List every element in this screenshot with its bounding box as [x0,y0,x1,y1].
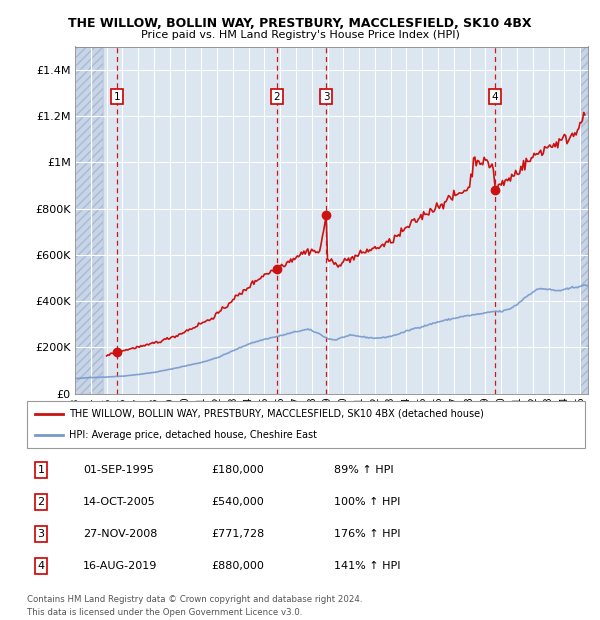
Text: 3: 3 [37,529,44,539]
Text: £771,728: £771,728 [211,529,265,539]
Text: HPI: Average price, detached house, Cheshire East: HPI: Average price, detached house, Ches… [69,430,317,440]
Bar [581,46,588,394]
Text: 176% ↑ HPI: 176% ↑ HPI [334,529,400,539]
Text: 16-AUG-2019: 16-AUG-2019 [83,561,157,571]
Bar [581,46,588,394]
Bar [75,46,103,394]
Text: THE WILLOW, BOLLIN WAY, PRESTBURY, MACCLESFIELD, SK10 4BX (detached house): THE WILLOW, BOLLIN WAY, PRESTBURY, MACCL… [69,409,484,419]
Text: 100% ↑ HPI: 100% ↑ HPI [334,497,400,507]
Text: 89% ↑ HPI: 89% ↑ HPI [334,465,394,475]
Text: Price paid vs. HM Land Registry's House Price Index (HPI): Price paid vs. HM Land Registry's House … [140,30,460,40]
Text: £540,000: £540,000 [211,497,264,507]
Text: THE WILLOW, BOLLIN WAY, PRESTBURY, MACCLESFIELD, SK10 4BX: THE WILLOW, BOLLIN WAY, PRESTBURY, MACCL… [68,17,532,30]
Text: 4: 4 [492,92,499,102]
Text: 3: 3 [323,92,329,102]
Text: £180,000: £180,000 [211,465,264,475]
Bar [75,46,103,394]
Text: £880,000: £880,000 [211,561,264,571]
Text: Contains HM Land Registry data © Crown copyright and database right 2024.
This d: Contains HM Land Registry data © Crown c… [27,595,362,617]
Text: 27-NOV-2008: 27-NOV-2008 [83,529,157,539]
Text: 4: 4 [37,561,44,571]
Text: 14-OCT-2005: 14-OCT-2005 [83,497,155,507]
Text: 141% ↑ HPI: 141% ↑ HPI [334,561,400,571]
Text: 1: 1 [114,92,121,102]
Text: 1: 1 [37,465,44,475]
Text: 2: 2 [37,497,44,507]
Text: 2: 2 [274,92,280,102]
Text: 01-SEP-1995: 01-SEP-1995 [83,465,154,475]
